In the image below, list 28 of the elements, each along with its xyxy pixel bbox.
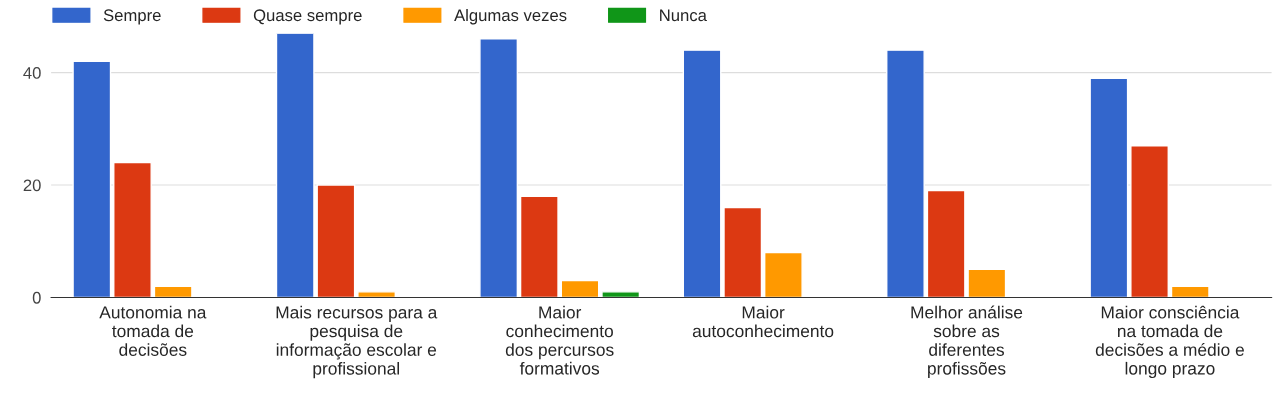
x-tick-label: Melhor análise sobre as diferentes profissões — [911, 305, 1023, 379]
y-tick-label: 20 — [23, 179, 41, 192]
bar — [723, 206, 763, 298]
x-tick-label: Maior consciência na tomada de decisões a médio e longo prazo — [1095, 305, 1244, 379]
bar — [1130, 144, 1169, 298]
x-tick-label: Mais recursos para a pesquisa de informação escolar e profissional — [276, 305, 438, 379]
bar — [479, 38, 519, 298]
bar — [519, 195, 559, 298]
bar — [560, 279, 600, 298]
legend-label: Quase sempre — [253, 9, 362, 25]
bar — [1089, 77, 1129, 298]
bar — [72, 60, 112, 298]
bar — [1170, 285, 1210, 298]
bar — [682, 49, 722, 298]
x-tick-label: Maior conhecimento dos percursos formativos — [505, 305, 614, 375]
x-tick-label: Maior autoconhecimento — [692, 305, 834, 338]
bar — [153, 285, 193, 298]
bar — [113, 161, 152, 298]
bar — [764, 251, 803, 298]
y-tick-label: 0 — [32, 291, 41, 304]
legend-label: Algumas vezes — [454, 8, 567, 25]
bar — [601, 291, 641, 298]
y-tick-label: 40 — [23, 67, 41, 79]
bar — [886, 49, 925, 298]
bar — [357, 291, 396, 298]
legend-label: Nunca — [660, 9, 707, 22]
legend-label: Sempre — [103, 9, 161, 25]
x-tick-label: Autonomia na tomada de decisões — [99, 305, 207, 356]
